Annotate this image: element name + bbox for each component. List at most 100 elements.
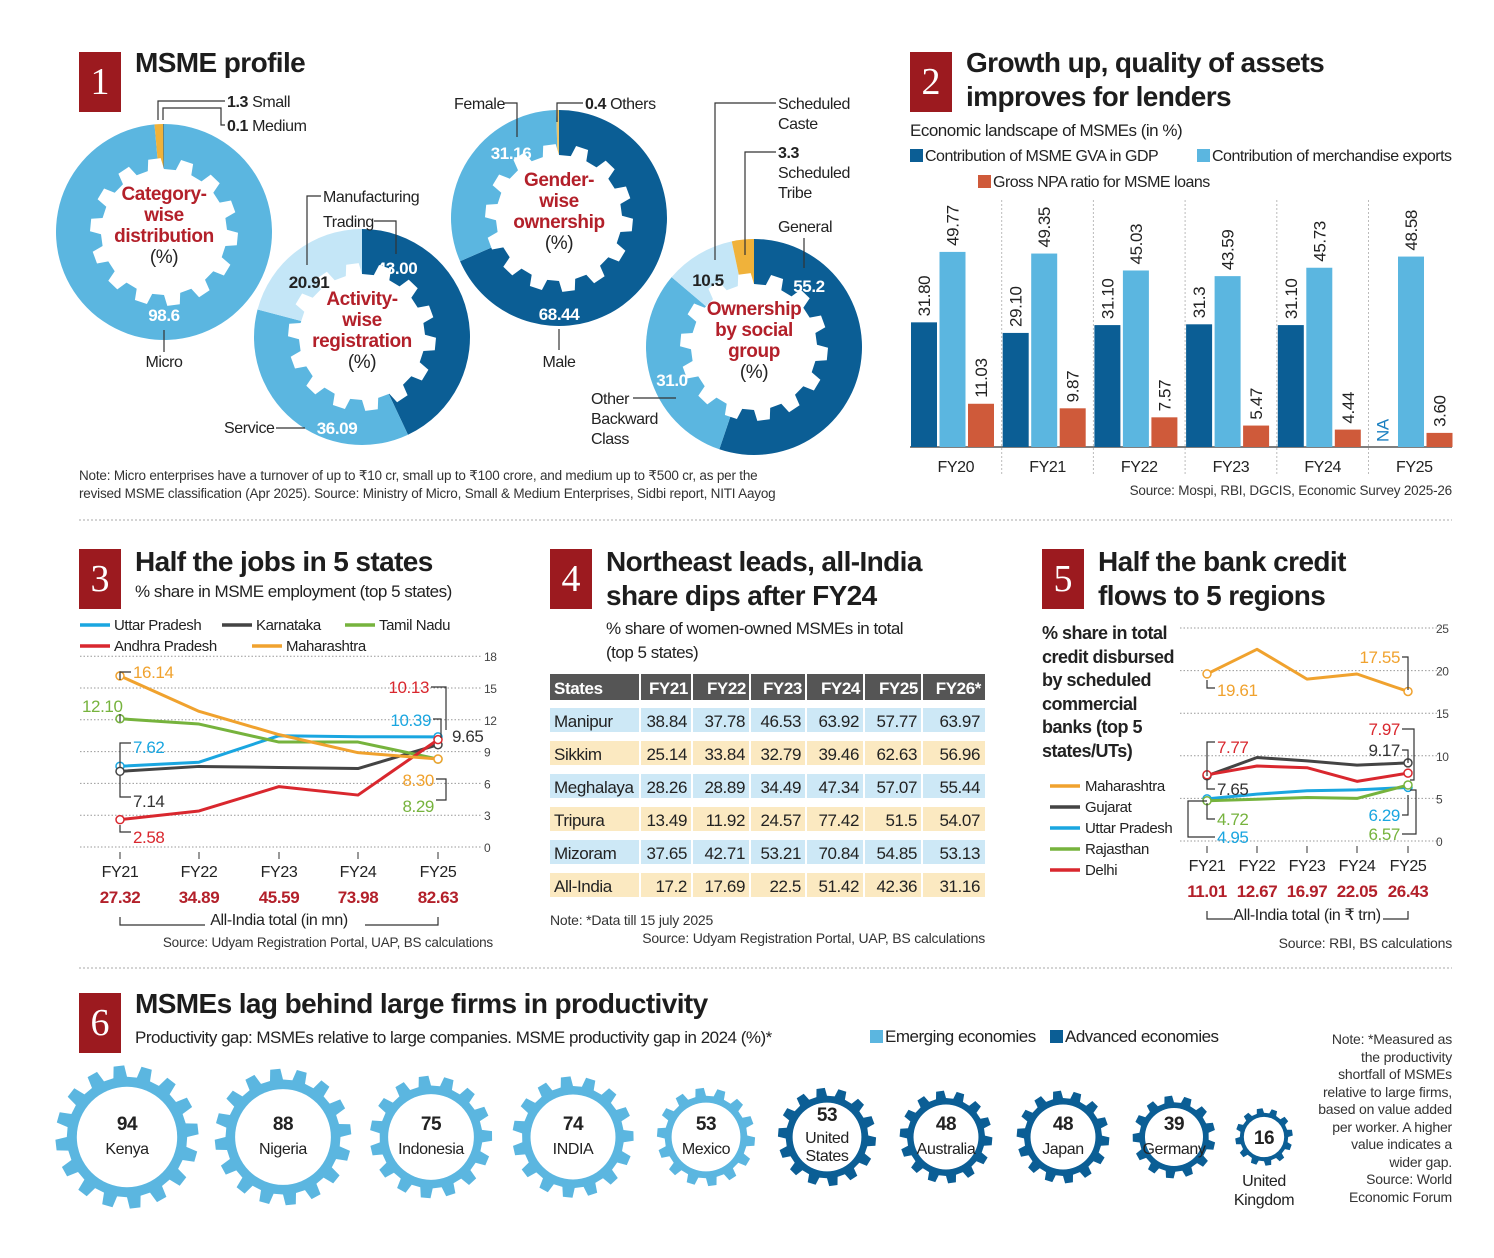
leader-line: [1402, 728, 1415, 781]
table-cell: 63.92: [818, 712, 859, 731]
point-label: 7.97: [1369, 720, 1401, 739]
total-label: 26.43: [1388, 882, 1429, 901]
leader-line: [714, 102, 776, 260]
section-3-title: Half the jobs in 5 states: [135, 546, 433, 577]
leader-line: [744, 151, 776, 255]
table-column-header: FY24: [821, 679, 861, 698]
gear-icon: [680, 273, 828, 421]
total-label: 27.32: [100, 888, 141, 907]
legend-label: Contribution of MSME GVA in GDP: [925, 148, 1159, 165]
y-tick-label: 0: [1436, 835, 1443, 849]
table-cell: 32.79: [760, 745, 801, 764]
x-tick-label: FY20: [938, 459, 975, 476]
label: Service: [224, 420, 275, 437]
table-cell: 62.63: [876, 745, 917, 764]
donut-center-title: (%): [348, 352, 376, 373]
table-cell: 17.69: [704, 877, 745, 896]
section-6-title: MSMEs lag behind large firms in producti…: [135, 988, 708, 1019]
country-label: Nigeria: [259, 1141, 307, 1158]
gear-united-kingdom: 16 United Kingdom: [1234, 1108, 1295, 1209]
table-cell: 70.84: [818, 844, 859, 863]
series-line-maharashtra: [1206, 647, 1409, 693]
table-cell: 17.2: [656, 877, 688, 896]
point-label: 16.14: [133, 663, 174, 682]
bar: [1398, 256, 1424, 447]
gear-center: [1030, 1104, 1096, 1170]
y-tick-label: 6: [484, 777, 491, 791]
bar-value-label: 11.03: [972, 358, 991, 397]
section-6-subtitle: Productivity gap: MSMEs relative to larg…: [135, 1028, 772, 1047]
gap-value: 39: [1164, 1114, 1184, 1135]
bar-value-label: 43.59: [1219, 230, 1238, 271]
bar-value-label: 45.03: [1127, 224, 1146, 265]
x-tick-label: FY25: [420, 864, 457, 881]
series-line-karnataka: [119, 743, 439, 773]
table-row: [550, 741, 985, 765]
legend-swatch: [1197, 149, 1210, 162]
section-4-note: Note: *Data till 15 july 2025: [550, 912, 714, 928]
leader-line: [374, 220, 397, 254]
value-label: 55.2: [793, 277, 825, 296]
y-tick-label: 18: [484, 650, 497, 664]
table-row-state: Tripura: [554, 811, 605, 830]
table-cell: 57.07: [876, 778, 917, 797]
leader-line: [157, 100, 225, 120]
line-chart-5: [80, 655, 482, 859]
gap-value: 75: [421, 1114, 442, 1135]
x-tick-label: FY24: [1304, 459, 1341, 476]
gear-germany: 39 Germany: [1132, 1095, 1216, 1179]
gear-india: 74 INDIA: [512, 1076, 634, 1198]
section-1-note: Note: Micro enterprises have a turnover …: [79, 468, 758, 483]
x-tick-label: FY21: [1189, 858, 1226, 875]
table-cell: 42.36: [876, 877, 917, 896]
total-caption: All-India total (in ₹ trn): [1233, 907, 1380, 924]
label-part: Others: [610, 96, 656, 113]
note-line: shortfall of MSMEs: [1338, 1066, 1452, 1082]
country-label: Kingdom: [1234, 1192, 1294, 1209]
table-cell: 39.46: [818, 745, 859, 764]
legend-label: Karnataka: [256, 617, 322, 634]
total-label: 82.63: [418, 888, 459, 907]
gap-value: 74: [563, 1114, 584, 1135]
point-label: 7.65: [1217, 780, 1249, 799]
table-column-header: FY21: [649, 679, 688, 698]
table-cell: 51.5: [886, 811, 918, 830]
bar-value-label: 7.57: [1155, 380, 1174, 412]
point-label: 8.29: [403, 797, 435, 816]
point-label: 10.39: [390, 711, 431, 730]
bar-value-label: 48.58: [1402, 210, 1421, 251]
bar-value-label: 49.77: [944, 205, 963, 246]
gap-value: 94: [117, 1114, 138, 1135]
x-tick-label: FY23: [1213, 459, 1250, 476]
series-marker: [1403, 780, 1413, 790]
bar: [1306, 267, 1333, 447]
label: 0.1 Medium: [227, 118, 307, 135]
gear-nigeria: 88 Nigeria: [214, 1068, 352, 1206]
section-5-title: Half the bank credit: [1098, 546, 1346, 577]
donut-center-title: (%): [545, 233, 573, 254]
value-label: 43.00: [377, 259, 418, 278]
gear-japan: 48 Japan: [1016, 1090, 1110, 1184]
donut-center-title: Ownership: [707, 299, 802, 320]
country-label: Mexico: [682, 1141, 731, 1158]
legend-label: Uttar Pradesh: [1085, 820, 1172, 837]
gear-icon: [90, 158, 238, 306]
legend-label: Maharashtra: [286, 638, 367, 655]
donut-center-title: wise: [538, 191, 579, 212]
total-label: 12.67: [1237, 882, 1278, 901]
legend-label: Gross NPA ratio for MSME loans: [993, 174, 1210, 191]
gear-center: [530, 1094, 616, 1180]
bar: [1243, 425, 1270, 447]
section-4-subtitle-2: (top 5 states): [606, 643, 699, 662]
total-label: 73.98: [338, 888, 379, 907]
y-tick-label: 20: [1436, 665, 1449, 679]
x-tick-label: FY23: [1289, 858, 1326, 875]
donut-center-title: (%): [150, 247, 178, 268]
legend-label: Advanced economies: [1065, 1027, 1219, 1046]
legend-swatch: [978, 175, 991, 188]
label: Scheduled: [778, 165, 850, 182]
gap-value: 48: [936, 1114, 956, 1135]
leader-line: [1206, 680, 1215, 689]
y-tick-label: 25: [1436, 622, 1449, 636]
